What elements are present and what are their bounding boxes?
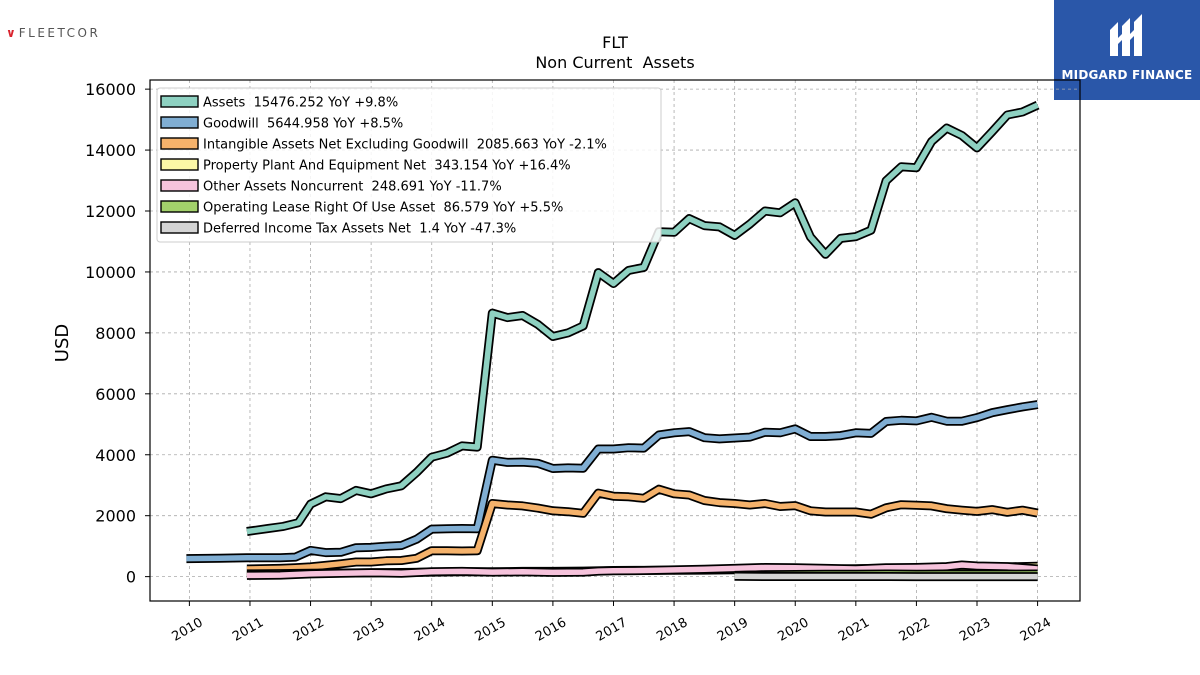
legend-swatch — [160, 158, 199, 171]
legend-box — [156, 87, 662, 243]
y-tick-label: 10000 — [85, 263, 136, 282]
series-line — [246, 486, 1039, 572]
legend-swatch — [160, 200, 199, 213]
y-tick-label: 16000 — [85, 80, 136, 99]
legend-swatch — [160, 116, 199, 129]
x-tick-label: 2011 — [230, 615, 266, 645]
y-tick-label: 14000 — [85, 141, 136, 160]
legend-entry: Property Plant And Equipment Net 343.154… — [203, 159, 571, 174]
series-line — [246, 562, 1038, 579]
x-tick-label: 2024 — [1018, 615, 1054, 645]
x-tick-label: 2021 — [836, 615, 872, 645]
midgard-logo-icon — [1110, 14, 1142, 56]
legend-entry: Operating Lease Right Of Use Asset 86.57… — [203, 201, 563, 216]
x-tick-label: 2013 — [351, 615, 387, 645]
series-outline — [246, 484, 1039, 574]
y-tick-label: 2000 — [95, 507, 136, 526]
legend-swatch — [160, 137, 199, 150]
fleetcor-logo-text: FLEETCOR — [18, 26, 101, 40]
legend-entry: Deferred Income Tax Assets Net 1.4 YoY -… — [203, 222, 516, 237]
x-tick-label: 2012 — [291, 615, 327, 645]
x-tick-label: 2023 — [957, 615, 993, 645]
legend-swatch — [160, 221, 199, 234]
x-tick-label: 2017 — [594, 615, 630, 645]
legend-entry: Assets 15476.252 YoY +9.8% — [203, 96, 398, 111]
x-tick-label: 2020 — [775, 615, 811, 645]
series-line — [186, 401, 1039, 562]
x-tick-label: 2014 — [412, 615, 448, 645]
y-tick-label: 0 — [126, 568, 136, 587]
series-lines — [186, 101, 1040, 582]
legend-entry: Goodwill 5644.958 YoY +8.5% — [203, 117, 403, 132]
legend: Assets 15476.252 YoY +9.8% Goodwill 5644.… — [156, 87, 662, 243]
midgard-logo-text: MIDGARD FINANCE — [1061, 68, 1193, 82]
plot-frame — [149, 79, 1081, 602]
series-outline — [186, 400, 1039, 564]
y-tick-label: 6000 — [95, 385, 136, 404]
fleetcor-logo-mark: ∨ — [6, 26, 16, 40]
legend-swatch — [160, 95, 199, 108]
midgard-finance-logo: MIDGARD FINANCE — [1054, 0, 1200, 100]
y-tick-label: 4000 — [95, 446, 136, 465]
x-tick-label: 2016 — [533, 615, 569, 645]
x-tick-label: 2019 — [715, 615, 751, 645]
chart-subtitle: Non Current Assets — [535, 53, 694, 72]
chart-title: FLT — [602, 33, 628, 52]
plot-border — [149, 79, 1081, 602]
series-line — [246, 102, 1039, 535]
y-axis-label: USD — [52, 324, 73, 362]
y-tick-label: 12000 — [85, 202, 136, 221]
fleetcor-logo: ∨ FLEETCOR — [6, 26, 100, 40]
x-tick-label: 2010 — [170, 615, 206, 645]
x-tick-label: 2015 — [472, 615, 508, 645]
x-tick-label: 2018 — [654, 615, 690, 645]
legend-entry: Intangible Assets Net Excluding Goodwill… — [203, 138, 607, 153]
legend-entry: Other Assets Noncurrent 248.691 YoY -11.… — [203, 180, 502, 195]
legend-swatch — [160, 179, 199, 192]
y-tick-label: 8000 — [95, 324, 136, 343]
x-tick-label: 2022 — [897, 615, 933, 645]
